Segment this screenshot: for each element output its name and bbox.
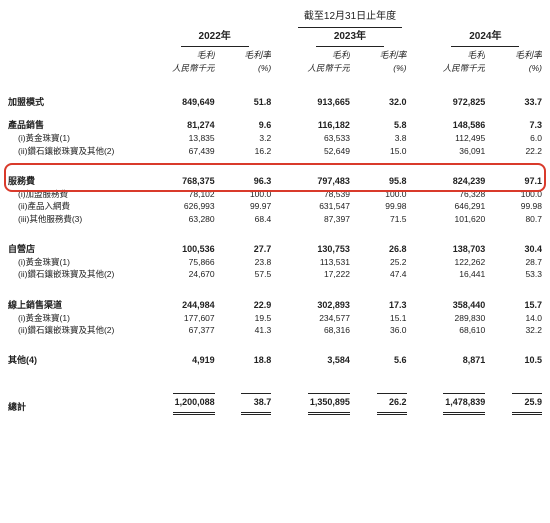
row-online: 線上銷售渠道 244,98422.9 302,89317.3 358,44015… — [8, 289, 542, 312]
row-ps-gold: (i)黃金珠寶(1) 13,8353.2 63,5333.8 112,4956.… — [8, 132, 542, 144]
total-2022-gm: 38.7 — [241, 393, 271, 414]
year-2022: 2022年 — [181, 30, 249, 48]
unit-gp: 人民幣千元 — [158, 62, 215, 78]
gross-profit-table: 截至12月31日止年度 2022年 2023年 2024年 毛利 毛利率 毛利 … — [8, 10, 542, 415]
row-product-sales: 產品銷售 81,2749.6 116,1825.8 148,5867.3 — [8, 109, 542, 132]
row-self-gold: (i)黃金珠寶(1) 75,86623.8 113,53125.2 122,26… — [8, 256, 542, 268]
row-ol-gold: (i)黃金珠寶(1) 177,60719.5 234,57715.1 289,8… — [8, 312, 542, 324]
row-sv-join: (i)加盟服務費 78,102100.0 78,539100.0 76,3281… — [8, 188, 542, 200]
total-2024-gp: 1,478,839 — [443, 393, 485, 414]
hdr-gm: 毛利率 — [227, 49, 271, 62]
metric-header-row: 毛利 毛利率 毛利 毛利率 毛利 毛利率 — [8, 49, 542, 62]
row-franchise: 加盟模式 849,64951.8 913,66532.0 972,82533.7 — [8, 86, 542, 109]
table-super-header: 截至12月31日止年度 — [8, 10, 542, 30]
row-ps-gem: (ii)鑽石鑲嵌珠寶及其他(2) 67,43916.2 52,64915.0 3… — [8, 145, 542, 157]
unit-row: 人民幣千元 (%) 人民幣千元 (%) 人民幣千元 (%) — [8, 62, 542, 78]
year-2023: 2023年 — [316, 30, 384, 48]
financial-table-page: 截至12月31日止年度 2022年 2023年 2024年 毛利 毛利率 毛利 … — [0, 0, 550, 431]
row-sv-prod: (ii)產品入網費 626,99399.97 631,54799.98 646,… — [8, 200, 542, 212]
total-2024-gm: 25.9 — [512, 393, 542, 414]
unit-gm: (%) — [227, 62, 271, 78]
year-2024: 2024年 — [451, 30, 519, 48]
total-2023-gm: 26.2 — [377, 393, 407, 414]
row-self-gem: (ii)鑽石鑲嵌珠寶及其他(2) 24,67057.5 17,22247.4 1… — [8, 268, 542, 280]
row-service-fee: 服務費 768,37596.3 797,48395.8 824,23997.1 — [8, 165, 542, 188]
row-total: 總計 1,200,088 38.7 1,350,895 26.2 1,478,8… — [8, 383, 542, 414]
row-self-operated: 自營店 100,53627.7 130,75326.8 138,70330.4 — [8, 233, 542, 256]
total-2022-gp: 1,200,088 — [173, 393, 215, 414]
row-other: 其他(4) 4,91918.8 3,5845.6 8,87110.5 — [8, 344, 542, 367]
period-title: 截至12月31日止年度 — [298, 10, 402, 28]
year-header-row: 2022年 2023年 2024年 — [8, 30, 542, 50]
total-2023-gp: 1,350,895 — [308, 393, 350, 414]
row-sv-other: (iii)其他服務費(3) 63,28068.4 87,39771.5 101,… — [8, 213, 542, 225]
hdr-gp: 毛利 — [158, 49, 215, 62]
row-ol-gem: (ii)鑽石鑲嵌珠寶及其他(2) 67,37741.3 68,31636.0 6… — [8, 324, 542, 336]
